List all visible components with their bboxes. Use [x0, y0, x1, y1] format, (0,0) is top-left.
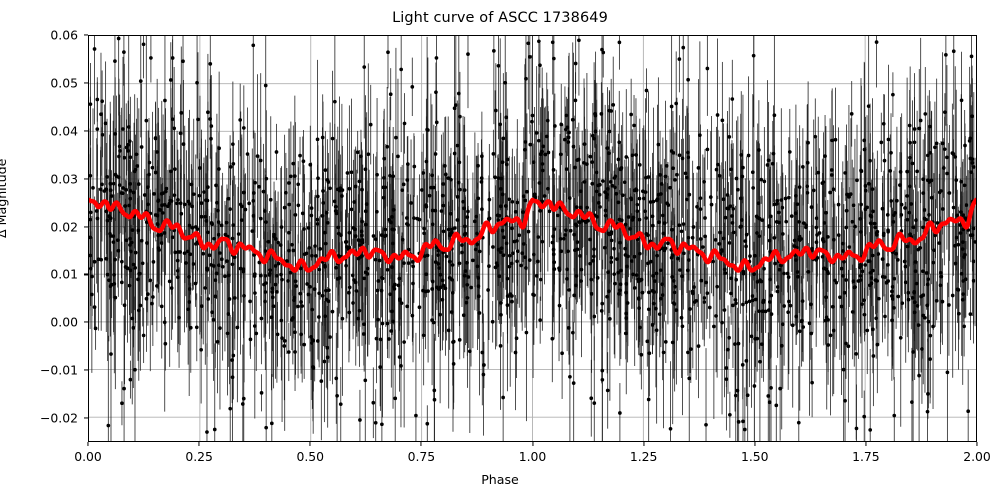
y-tick-mark: [84, 34, 88, 36]
y-tick-mark: [84, 273, 88, 275]
x-tick-mark: [87, 442, 89, 446]
x-tick-label: 0.25: [185, 449, 213, 464]
x-tick-label: 0.50: [296, 449, 325, 464]
y-tick-label: 0.06: [50, 27, 78, 43]
plot-area: [88, 35, 977, 442]
x-tick-mark: [531, 442, 534, 446]
x-tick-mark: [865, 442, 867, 446]
y-tick-mark: [84, 369, 88, 371]
x-tick-mark: [976, 442, 978, 446]
x-tick-mark: [198, 442, 200, 446]
y-tick-label: 0.00: [50, 314, 78, 330]
x-axis-label: Phase: [481, 472, 519, 487]
y-tick-label: −0.01: [40, 362, 78, 378]
x-tick-label: 1.75: [852, 449, 880, 464]
x-tick-label: 1.50: [740, 449, 769, 464]
smoothed-trend-line: [89, 197, 976, 273]
y-tick-mark: [84, 225, 88, 228]
chart-title: Light curve of ASCC 1738649: [392, 10, 608, 26]
y-tick-label: 0.01: [50, 266, 78, 282]
x-tick-mark: [309, 442, 311, 446]
x-tick-label: 0.75: [407, 449, 436, 464]
x-tick-mark: [643, 442, 645, 446]
x-tick-label: 1.00: [518, 449, 547, 464]
x-tick-label: 0.00: [74, 449, 102, 464]
y-tick-label: 0.03: [50, 171, 78, 187]
x-tick-mark: [420, 442, 422, 446]
y-tick-label: 0.04: [50, 123, 78, 139]
x-tick-label: 2.00: [963, 449, 991, 464]
y-tick-mark: [84, 321, 88, 323]
y-tick-label: −0.02: [40, 410, 78, 426]
scatter-series: [89, 36, 976, 441]
y-tick-label: 0.02: [50, 219, 78, 235]
x-tick-label: 1.25: [629, 449, 658, 464]
y-tick-mark: [84, 417, 88, 419]
y-tick-mark: [84, 82, 88, 84]
y-tick-mark: [84, 130, 88, 132]
x-tick-mark: [754, 442, 756, 446]
y-tick-label: 0.05: [50, 75, 78, 91]
y-tick-mark: [84, 178, 88, 180]
